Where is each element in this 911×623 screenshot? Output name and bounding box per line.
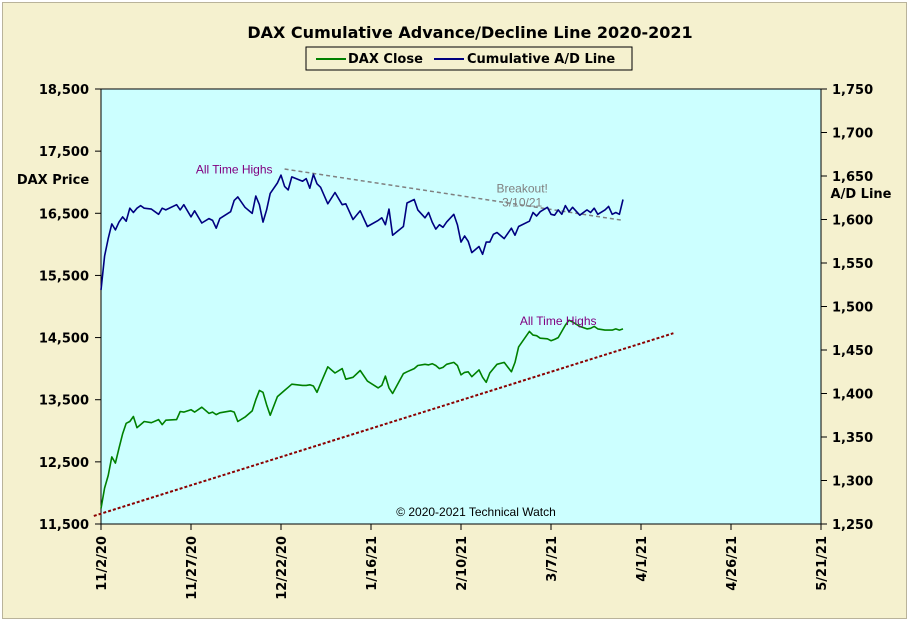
right-tick-label: 1,650 xyxy=(832,170,873,185)
x-tick-label: 4/26/21 xyxy=(725,536,740,591)
right-tick-label: 1,400 xyxy=(832,388,873,403)
left-tick-label: 15,500 xyxy=(39,269,89,284)
copyright-text: © 2020-2021 Technical Watch xyxy=(396,505,556,519)
annotations: All Time Highs All Time Highs Breakout!3/1… xyxy=(196,162,597,328)
right-tick-label: 1,700 xyxy=(832,127,873,142)
chart-title: DAX Cumulative Advance/Decline Line 2020… xyxy=(247,23,692,42)
x-tick-label: 4/1/21 xyxy=(635,536,650,582)
series-layer xyxy=(100,173,624,509)
annotation-text: All Time Highs xyxy=(196,162,273,176)
right-tick-label: 1,500 xyxy=(832,301,873,316)
x-tick-label: 5/21/21 xyxy=(815,536,830,591)
right-tick-label: 1,600 xyxy=(832,214,873,229)
y-axis-label-right: A/D Line xyxy=(831,187,892,202)
x-tick-label: 11/27/20 xyxy=(185,536,200,600)
right-tick-label: 1,750 xyxy=(832,83,873,98)
annotation-text: All Time Highs xyxy=(520,314,597,328)
trendline-ad-resistance xyxy=(284,168,624,222)
left-tick-label: 18,500 xyxy=(39,83,89,98)
legend-label-ad-line: Cumulative A/D Line xyxy=(467,52,615,67)
left-tick-label: 17,500 xyxy=(39,145,89,160)
series-line-dax-close xyxy=(100,319,624,509)
x-tick-label: 1/16/21 xyxy=(365,536,380,591)
plot-area xyxy=(100,88,822,525)
legend-box xyxy=(305,46,633,71)
left-tick-label: 11,500 xyxy=(39,518,89,533)
right-tick-label: 1,350 xyxy=(832,431,873,446)
annotation-text: 3/10/21 xyxy=(502,195,542,209)
x-tick-label: 2/10/21 xyxy=(455,536,470,591)
x-tick-label: 11/2/20 xyxy=(95,536,110,591)
right-tick-label: 1,300 xyxy=(832,475,873,490)
x-tick-label: 3/7/21 xyxy=(545,536,560,582)
series-line-ad-line xyxy=(100,173,624,291)
x-axis: 11/2/20 11/27/20 12/22/20 1/16/21 2/10/21 3/7… xyxy=(95,524,830,600)
left-axis: 11,500 12,500 13,500 14,500 15,500 16,500 17,5… xyxy=(39,83,101,533)
trendlines xyxy=(93,168,674,517)
y-axis-label-left: DAX Price xyxy=(17,173,90,188)
right-axis: 1,250 1,300 1,350 1,400 1,450 1,500 1,550 1,600… xyxy=(821,83,873,533)
legend: DAX Close Cumulative A/D Line xyxy=(305,46,633,71)
left-tick-label: 16,500 xyxy=(39,207,89,222)
legend-label-dax-close: DAX Close xyxy=(348,52,423,67)
annotation-text: Breakout! xyxy=(497,182,548,196)
x-tick-label: 12/22/20 xyxy=(275,536,290,600)
right-tick-label: 1,250 xyxy=(832,518,873,533)
left-tick-label: 13,500 xyxy=(39,394,89,409)
trendline-dax-support xyxy=(93,332,674,517)
right-tick-label: 1,550 xyxy=(832,257,873,272)
left-tick-label: 14,500 xyxy=(39,332,89,347)
right-tick-label: 1,450 xyxy=(832,344,873,359)
left-tick-label: 12,500 xyxy=(39,456,89,471)
